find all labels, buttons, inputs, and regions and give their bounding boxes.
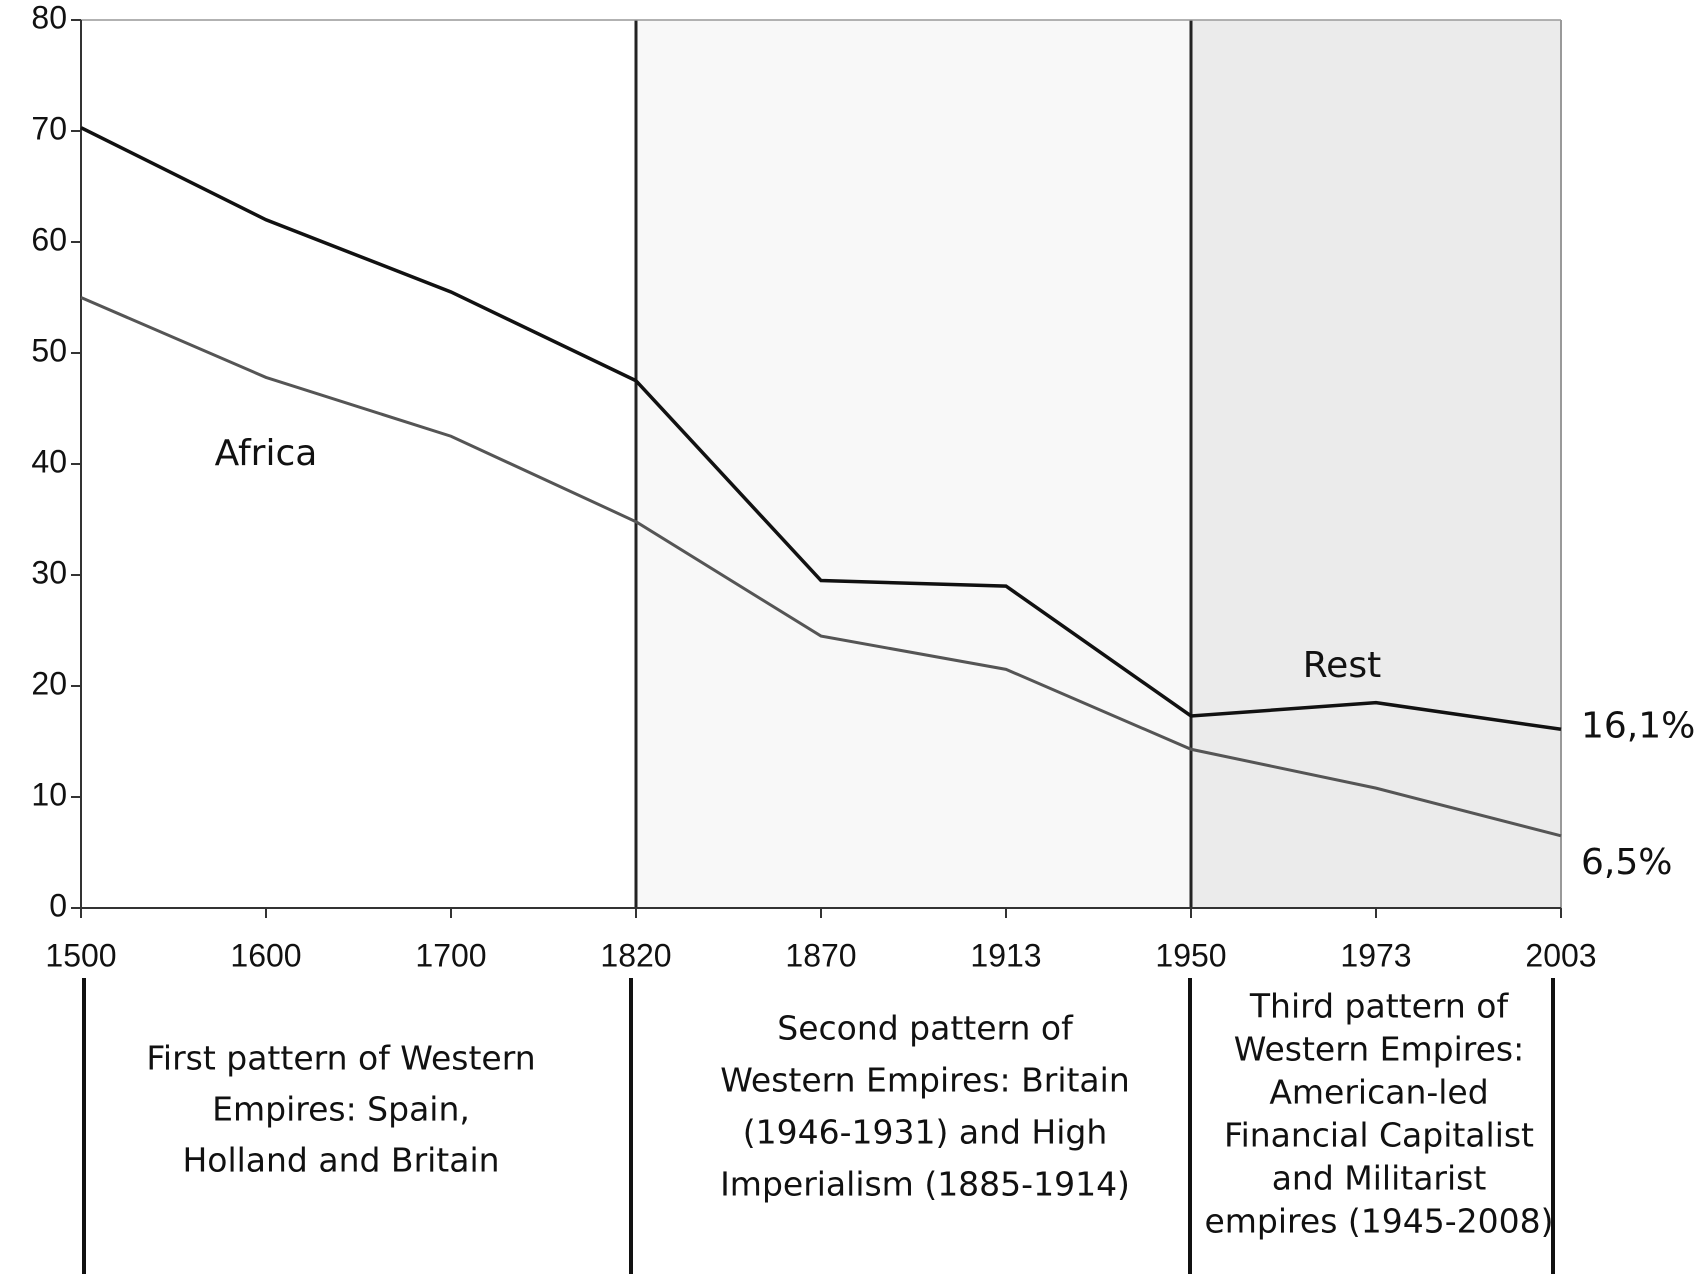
- x-tick-label: 1913: [970, 937, 1041, 973]
- y-tick-label: 80: [31, 0, 67, 35]
- x-tick-label: 1950: [1155, 937, 1226, 973]
- period-shade: [81, 20, 636, 908]
- period-shade: [1191, 20, 1561, 908]
- period-label: Financial Capitalist: [1224, 1116, 1534, 1155]
- series-line: [80, 126, 1562, 732]
- period-label: Western Empires: Britain: [720, 1061, 1130, 1100]
- value-label: 16,1%: [1581, 705, 1695, 746]
- x-tick-label: 1973: [1340, 937, 1411, 973]
- y-tick-label: 60: [31, 221, 67, 257]
- x-tick-label: 1820: [600, 937, 671, 973]
- y-tick-label: 0: [49, 887, 67, 923]
- y-tick-label: 10: [31, 776, 67, 812]
- y-tick-label: 30: [31, 554, 67, 590]
- period-label: and Militarist: [1272, 1159, 1487, 1198]
- period-shade: [636, 20, 1191, 908]
- period-label: empires (1945-2008): [1204, 1202, 1553, 1241]
- y-tick-label: 70: [31, 110, 67, 146]
- period-label: (1946-1931) and High: [743, 1113, 1108, 1152]
- period-label: First pattern of Western: [146, 1039, 535, 1078]
- period-label: Empires: Spain,: [212, 1090, 470, 1129]
- period-label: Western Empires:: [1234, 1030, 1524, 1069]
- annotation: Africa: [215, 433, 318, 474]
- period-label: Third pattern of: [1249, 987, 1510, 1026]
- x-tick-label: 1870: [785, 937, 856, 973]
- value-label: 6,5%: [1581, 842, 1672, 883]
- y-tick-label: 40: [31, 443, 67, 479]
- x-tick-label: 2003: [1525, 937, 1596, 973]
- period-label: American-led: [1269, 1073, 1488, 1112]
- annotation: Rest: [1303, 645, 1381, 686]
- x-tick-label: 1500: [45, 937, 116, 973]
- y-tick-label: 20: [31, 665, 67, 701]
- y-tick-label: 50: [31, 332, 67, 368]
- period-label: Second pattern of: [777, 1009, 1074, 1048]
- period-label: Holland and Britain: [182, 1141, 499, 1180]
- period-label: Imperialism (1885-1914): [720, 1165, 1130, 1204]
- x-tick-label: 1600: [230, 937, 301, 973]
- x-tick-label: 1700: [415, 937, 486, 973]
- series-line: [80, 296, 1562, 838]
